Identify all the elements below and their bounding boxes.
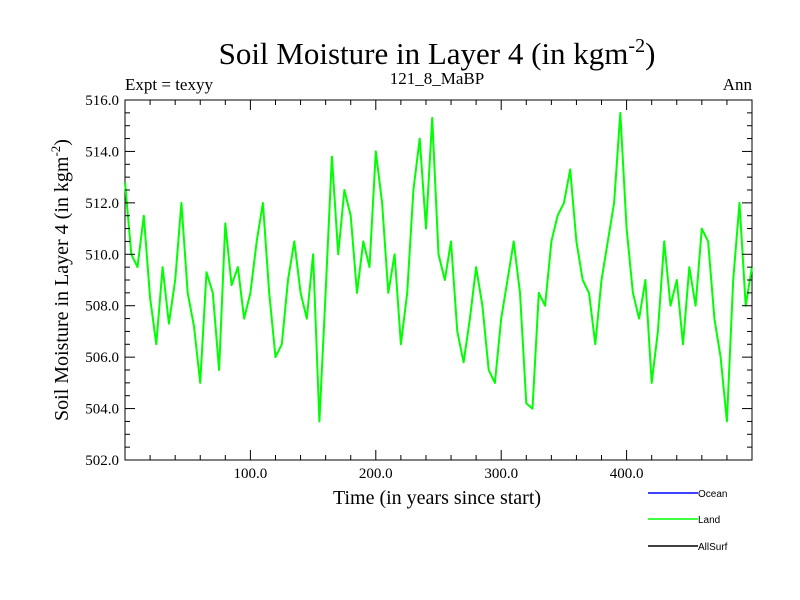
y-tick-label: 510.0 [85, 247, 119, 263]
legend-label-allsurf: AllSurf [698, 542, 728, 553]
plot-area [124, 99, 753, 461]
experiment-label: Expt = texyy [125, 75, 213, 94]
legend: Ocean Land AllSurf [648, 489, 728, 553]
y-tick-label: 516.0 [85, 93, 119, 109]
legend-item-allsurf: AllSurf [648, 542, 728, 553]
y-tick-label: 502.0 [85, 453, 119, 469]
y-tick-label: 514.0 [85, 144, 119, 160]
series-line-land [124, 111, 753, 423]
legend-item-ocean: Ocean [648, 489, 727, 500]
x-axis: 100.0 200.0 300.0 400.0 [149, 100, 728, 482]
x-axis-label: Time (in years since start) [333, 487, 541, 509]
season-label: Ann [723, 75, 753, 94]
y-tick-label: 512.0 [85, 196, 119, 212]
x-tick-label: 100.0 [234, 466, 268, 482]
chart-title: Soil Moisture in Layer 4 (in kgm-2) [219, 35, 656, 71]
y-tick-label: 504.0 [85, 402, 119, 418]
x-tick-label: 400.0 [610, 466, 644, 482]
y-axis: 502.0 504.0 506.0 508.0 510.0 512.0 514.0 516.0 [85, 93, 752, 469]
legend-label-ocean: Ocean [698, 489, 727, 500]
legend-item-land: Land [648, 515, 720, 526]
y-tick-label: 508.0 [85, 299, 119, 315]
plot-frame [124, 99, 753, 461]
y-tick-label: 506.0 [85, 350, 119, 366]
legend-label-land: Land [698, 515, 720, 526]
x-tick-label: 200.0 [359, 466, 393, 482]
x-tick-label: 300.0 [484, 466, 518, 482]
run-label: 121_8_MaBP [390, 69, 484, 88]
y-axis-label: Soil Moisture in Layer 4 (in kgm-2) [48, 139, 73, 421]
